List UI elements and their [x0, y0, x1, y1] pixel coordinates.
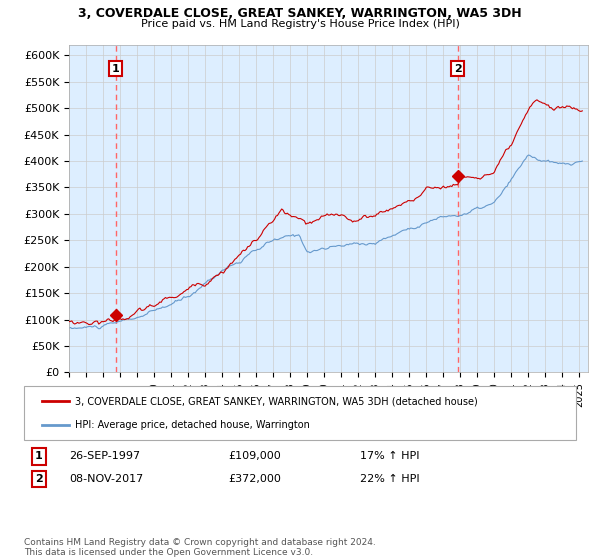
Text: 22% ↑ HPI: 22% ↑ HPI [360, 474, 419, 484]
Text: 3, COVERDALE CLOSE, GREAT SANKEY, WARRINGTON, WA5 3DH (detached house): 3, COVERDALE CLOSE, GREAT SANKEY, WARRIN… [75, 396, 478, 407]
Text: 2: 2 [454, 64, 461, 73]
Text: £372,000: £372,000 [228, 474, 281, 484]
Text: HPI: Average price, detached house, Warrington: HPI: Average price, detached house, Warr… [75, 419, 310, 430]
Text: 3, COVERDALE CLOSE, GREAT SANKEY, WARRINGTON, WA5 3DH: 3, COVERDALE CLOSE, GREAT SANKEY, WARRIN… [78, 7, 522, 20]
Text: 08-NOV-2017: 08-NOV-2017 [69, 474, 143, 484]
Text: Contains HM Land Registry data © Crown copyright and database right 2024.
This d: Contains HM Land Registry data © Crown c… [24, 538, 376, 557]
Text: Price paid vs. HM Land Registry's House Price Index (HPI): Price paid vs. HM Land Registry's House … [140, 19, 460, 29]
Text: 2: 2 [35, 474, 43, 484]
Text: 17% ↑ HPI: 17% ↑ HPI [360, 451, 419, 461]
Text: £109,000: £109,000 [228, 451, 281, 461]
Text: 26-SEP-1997: 26-SEP-1997 [69, 451, 140, 461]
Text: 1: 1 [112, 64, 119, 73]
Text: 1: 1 [35, 451, 43, 461]
